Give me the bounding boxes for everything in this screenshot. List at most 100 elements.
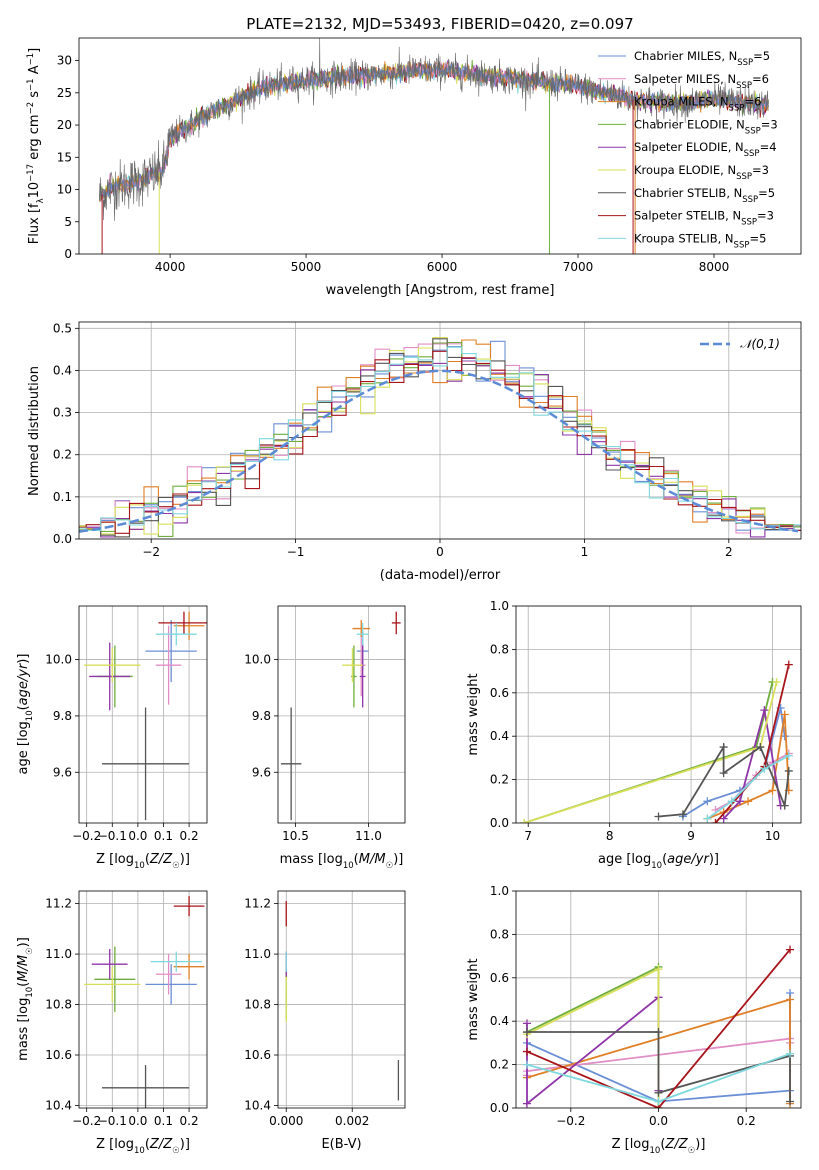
y-tick-label: 9.8 [252, 709, 271, 723]
y-tick-label: 11.2 [45, 897, 72, 911]
label-part: ☉ [688, 1146, 696, 1156]
x-tick-label: 8000 [699, 260, 730, 274]
weight-marker [719, 743, 728, 752]
weight-marker [703, 797, 712, 806]
label-part: SSP [742, 195, 758, 205]
legend-entry: Salpeter ELODIE, NSSP=4 [634, 140, 777, 159]
x-tick-label: 0.0 [649, 1114, 668, 1128]
label-part: SSP [744, 149, 760, 159]
label-part: )] [709, 852, 719, 867]
label-part: Z [log [96, 1137, 134, 1152]
label-part: s [27, 91, 42, 102]
label-part: =3 [761, 117, 778, 131]
weight-marker [756, 743, 765, 752]
x-tick-label: 4000 [155, 260, 186, 274]
y-tick-label: 0.4 [53, 363, 72, 377]
label-part: −1 [26, 53, 36, 66]
label-part: Salpeter STELIB, N [634, 209, 741, 223]
weight-marker [735, 797, 744, 806]
weight-marker [719, 814, 728, 823]
x-tick-label: 0.000 [269, 1114, 303, 1128]
y-tick-label: 0.4 [490, 1014, 509, 1028]
label-part: −2 [26, 102, 36, 115]
label-part: Salpeter ELODIE, N [634, 140, 744, 154]
label-part: =6 [744, 95, 761, 109]
label-part: Kroupa STELIB, N [634, 231, 734, 245]
x-tick-label: 0.002 [335, 1114, 369, 1128]
y-tick-label: 11.2 [244, 897, 271, 911]
weight-marker [654, 1097, 663, 1106]
label-part: 10 [134, 861, 145, 871]
label-part: Z/Z [664, 1137, 688, 1152]
legend-entry: Chabrier MILES, NSSP=5 [634, 49, 770, 68]
weight-marker [786, 995, 795, 1004]
weight-marker [786, 945, 795, 954]
x-tick-label: −0.1 [98, 1114, 127, 1128]
legend-entry: Kroupa ELODIE, NSSP=3 [634, 163, 769, 182]
label-part: =3 [757, 209, 774, 223]
axes-frame [78, 37, 802, 255]
weight-marker [703, 814, 712, 823]
y-tick-label: 10.0 [45, 653, 72, 667]
label-part: Chabrier MILES, N [634, 49, 737, 63]
figure-title: PLATE=2132, MJD=53493, FIBERID=0420, z=0… [246, 15, 633, 33]
weight-marker [786, 1097, 795, 1106]
label-part: Kroupa ELODIE, N [634, 163, 736, 177]
label-part: SSP [745, 126, 761, 136]
label-part: ( [354, 852, 359, 867]
axes-mass-vs-Z: −0.2−0.1 0.0 0.1 0.2 10.4 10.6 10.8 11.0 11.2 Z [… [16, 890, 208, 1156]
y-tick-label: 1.0 [490, 884, 509, 898]
weight-marker [711, 819, 720, 823]
label-part: age [log [598, 852, 651, 867]
legend-entry: Salpeter STELIB, NSSP=3 [634, 209, 774, 228]
x-tick-label: 0.0 [128, 829, 147, 843]
weight-marker [654, 812, 663, 821]
x-axis-label: age [log10(age/yr)] [598, 852, 719, 871]
weight-marker [654, 1028, 663, 1037]
y-tick-label: 10.4 [244, 1098, 271, 1112]
label-part: =5 [749, 231, 766, 245]
axes-frame [277, 890, 406, 1109]
weight-marker [772, 677, 781, 686]
weight-series-line [707, 714, 790, 820]
label-part: ☉ [172, 861, 180, 871]
label-part: =5 [753, 49, 770, 63]
axes-residuals: −2 −1 0 1 2 0.0 0.1 0.2 0.3 0.4 0.5 𝒩(0,1) (data-mod… [27, 321, 802, 583]
label-part: mass [log [280, 852, 343, 867]
x-axis-label: mass [log10(M/M☉)] [280, 852, 404, 871]
y-tick-label: 0.3 [53, 406, 72, 420]
x-tick-label: 0.2 [737, 1114, 756, 1128]
plot-area [79, 891, 207, 1108]
y-tick-label: 11.0 [244, 947, 271, 961]
axes-mass-vs-ebv: 0.000 0.002 10.4 10.6 10.8 11.0 11.2 E(B-V) [244, 890, 406, 1152]
axes-weight-vs-Z: −0.2 0.0 0.2 0.0 0.2 0.4 0.6 0.8 1.0 Z [log10(Z/Z… [466, 884, 802, 1156]
x-axis-label: Z [log10(Z/Z☉)] [96, 1137, 190, 1156]
plot-area [516, 891, 801, 1108]
label-part: SSP [737, 58, 753, 68]
label-part: M/M [16, 955, 31, 982]
label-part: −1 [26, 78, 36, 91]
weight-marker [520, 819, 529, 823]
label-part: 10 [134, 1146, 145, 1156]
label-part: λ [36, 198, 46, 203]
y-tick-label: 0.0 [490, 816, 509, 830]
axes-frame [78, 321, 802, 540]
axes-age-vs-mass: 10.5 11.0 9.6 9.8 10.0 mass [log10(M/M☉)] [244, 605, 406, 871]
label-part: age [log [16, 721, 31, 774]
weight-marker [760, 764, 769, 773]
y-tick-label: 0.2 [53, 448, 72, 462]
y-tick-label: 0.8 [490, 927, 509, 941]
y-axis-label: Normed distribution [27, 366, 42, 496]
plot-area [278, 606, 405, 823]
label-part: 10 [27, 182, 42, 199]
label-part: M/M [359, 852, 386, 867]
axes-spectrum: 4000 5000 6000 7000 8000 0 5 10 15 20 25 30 Chabrier… [26, 37, 802, 298]
y-tick-label: 15 [57, 150, 72, 164]
label-part: ( [145, 1137, 150, 1152]
y-tick-label: 10.8 [45, 998, 72, 1012]
x-tick-label: 6000 [427, 260, 458, 274]
label-part: 10 [25, 710, 35, 721]
weight-marker [780, 710, 789, 719]
x-axis-label: Z [log10(Z/Z☉)] [612, 1137, 706, 1156]
